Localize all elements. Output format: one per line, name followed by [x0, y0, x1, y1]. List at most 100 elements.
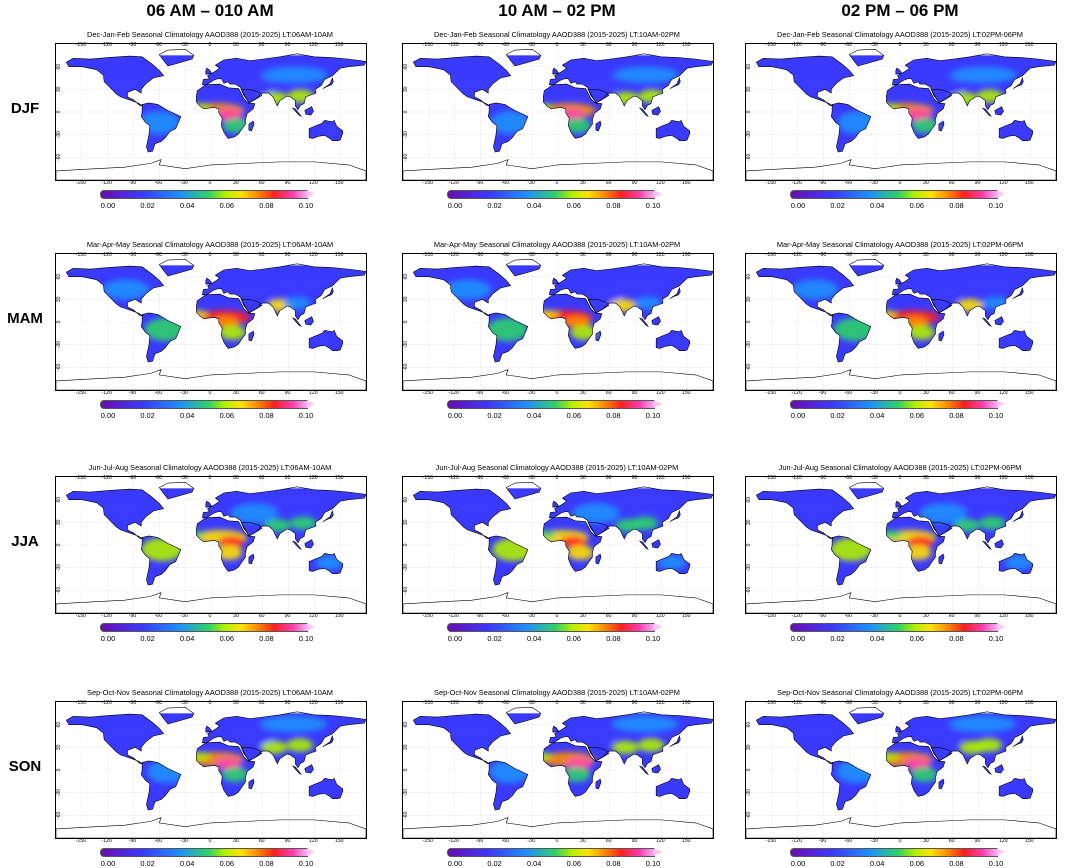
colorbar-tick-label: 0.06: [566, 859, 581, 868]
colorbar-gradient: [447, 190, 655, 199]
longitude-label: -30: [180, 613, 188, 619]
longitude-label: -150: [765, 390, 777, 396]
world-map: 60 30 0 -30 -60: [746, 477, 1056, 613]
longitude-label: 0: [555, 700, 559, 706]
colorbar-tick-label: 0.04: [526, 201, 542, 210]
longitude-label: 90: [631, 390, 638, 396]
latitude-label: -30: [746, 341, 752, 348]
panel-title: Sep-Oct-Nov Seasonal Climatology AAOD388…: [434, 688, 680, 697]
colorbar-gradient: [790, 623, 998, 632]
colorbar-tick-label: 0.04: [526, 859, 542, 868]
longitude-label: -120: [448, 390, 459, 396]
longitude-label: 30: [579, 180, 586, 186]
colorbar-tick-label: 0.04: [869, 634, 885, 643]
longitude-labels-top: -150 -120 -90 -60 -30 0 30 60 90 120 150: [55, 700, 365, 709]
longitude-label: -90: [818, 252, 827, 258]
latitude-label: -30: [56, 564, 62, 571]
map-frame: 60 30 0 -30 -60: [745, 476, 1057, 614]
map-frame: 60 30 0 -30 -60: [402, 701, 714, 839]
longitude-label: 90: [631, 838, 638, 844]
longitude-labels-top: -150 -120 -90 -60 -30 0 30 60 90 120 150: [402, 475, 712, 484]
latitude-label: 0: [746, 543, 752, 546]
longitude-label: -60: [501, 838, 510, 844]
longitude-label: 90: [631, 180, 638, 186]
longitude-label: 150: [334, 180, 344, 186]
colorbar-extend-arrow: [307, 190, 315, 198]
longitude-label: -60: [844, 390, 853, 396]
longitude-label: 60: [948, 252, 955, 258]
longitude-label: 0: [898, 838, 902, 844]
latitude-label: -60: [746, 154, 752, 161]
longitude-label: -60: [154, 613, 163, 619]
longitude-labels-top: -150 -120 -90 -60 -30 0 30 60 90 120 150: [55, 42, 365, 51]
longitude-label: 0: [555, 838, 559, 844]
coastlines: [746, 258, 1056, 390]
longitude-label: 30: [922, 613, 929, 619]
latitude-label: 0: [746, 320, 752, 323]
longitude-label: 0: [555, 613, 559, 619]
longitude-label: -60: [501, 180, 510, 186]
colorbar-tick-label: 0.00: [790, 634, 806, 643]
latitude-label: -30: [403, 789, 409, 796]
latitude-label: 0: [56, 110, 62, 113]
longitude-label: -90: [475, 475, 484, 481]
longitude-labels-top: -150 -120 -90 -60 -30 0 30 60 90 120 150: [402, 42, 712, 51]
longitude-label: -90: [818, 700, 827, 706]
longitude-label: -60: [154, 475, 163, 481]
longitude-label: -150: [75, 613, 87, 619]
map-frame: 60 30 0 -30 -60: [55, 701, 367, 839]
longitude-label: -30: [870, 42, 878, 48]
column-header: 10 AM – 02 PM: [498, 1, 616, 20]
longitude-label: -150: [422, 838, 434, 844]
map-frame: 60 30 0 -30 -60: [55, 253, 367, 391]
longitude-label: 90: [284, 252, 291, 258]
colorbar-tick-label: 0.08: [259, 859, 274, 868]
panel-title: Jun-Jul-Aug Seasonal Climatology AAOD388…: [88, 463, 332, 472]
longitude-label: 120: [999, 475, 1008, 481]
latitude-label: 30: [403, 744, 409, 750]
coastlines: [56, 481, 366, 613]
latitude-label: 0: [56, 320, 62, 323]
longitude-label: 150: [334, 838, 344, 844]
colorbar-extend-arrow: [307, 400, 315, 408]
colorbar: 0.00 0.02 0.04 0.06 0.08 0.10: [790, 623, 1005, 643]
longitude-label: -120: [101, 180, 112, 186]
colorbar-tick-label: 0.04: [179, 201, 195, 210]
colorbar-tick-label: 0.08: [949, 201, 964, 210]
latitude-label: 0: [403, 543, 409, 546]
longitude-label: 30: [232, 390, 239, 396]
column-header: 06 AM – 010 AM: [146, 1, 274, 20]
longitude-label: 60: [948, 390, 955, 396]
longitude-label: 0: [208, 613, 212, 619]
longitude-label: 150: [681, 700, 691, 706]
panel-title: Mar-Apr-May Seasonal Climatology AAOD388…: [86, 240, 334, 249]
longitude-label: 90: [284, 613, 291, 619]
colorbar-tick-label: 0.04: [869, 859, 885, 868]
longitude-label: 60: [948, 180, 955, 186]
longitude-label: -60: [154, 42, 163, 48]
latitude-label: -30: [403, 131, 409, 138]
map-frame: 60 30 0 -30 -60: [55, 43, 367, 181]
longitude-label: 120: [656, 390, 665, 396]
longitude-label: -150: [75, 390, 87, 396]
longitude-label: 30: [232, 613, 239, 619]
colorbar: 0.00 0.02 0.04 0.06 0.08 0.10: [447, 623, 662, 643]
longitude-label: -60: [844, 838, 853, 844]
longitude-label: -120: [101, 700, 112, 706]
aaod-field: [56, 713, 366, 812]
longitude-label: -30: [527, 700, 535, 706]
longitude-label: -90: [818, 838, 827, 844]
longitude-label: 60: [605, 42, 612, 48]
longitude-label: 150: [681, 613, 691, 619]
longitude-label: -90: [818, 180, 827, 186]
colorbar-tick-label: 0.02: [830, 201, 845, 210]
longitude-label: 30: [922, 180, 929, 186]
longitude-label: 120: [309, 252, 318, 258]
colorbar-tick-label: 0.06: [566, 411, 581, 420]
longitude-label: -30: [180, 42, 188, 48]
longitude-labels-bottom: -150 -120 -90 -60 -30 0 30 60 90 120 150: [55, 180, 365, 188]
longitude-label: 30: [922, 700, 929, 706]
longitude-label: 60: [258, 252, 265, 258]
longitude-label: 60: [605, 613, 612, 619]
longitude-label: 90: [974, 42, 981, 48]
